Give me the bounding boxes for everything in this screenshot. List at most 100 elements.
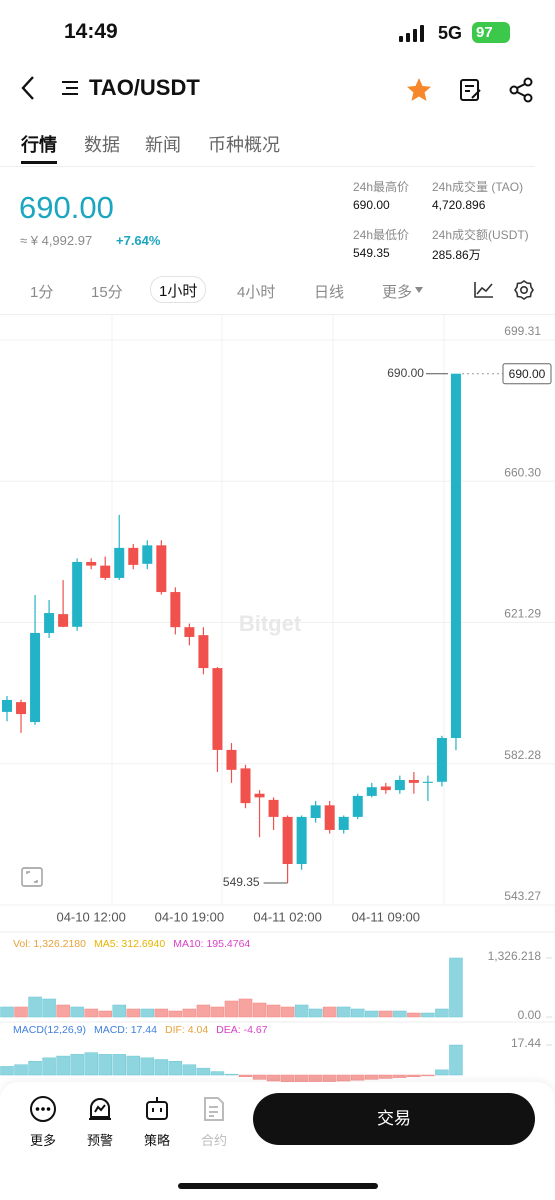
- bar: [407, 1074, 421, 1077]
- tab[interactable]: 数据: [84, 135, 120, 155]
- more-icon[interactable]: [29, 1095, 57, 1123]
- bar: [42, 998, 56, 1018]
- nav-label[interactable]: 更多: [30, 1133, 57, 1148]
- bar: [0, 1066, 14, 1076]
- share-icon[interactable]: [509, 77, 535, 103]
- tab[interactable]: 币种概况: [208, 135, 280, 155]
- bar: [252, 1074, 267, 1080]
- candle-body: [352, 795, 363, 817]
- legend-text: MA10: 195.4764: [173, 938, 250, 950]
- interval[interactable]: 1分: [30, 284, 54, 301]
- x-tick-label: 04-10 19:00: [155, 909, 224, 924]
- bar: [112, 1054, 126, 1076]
- legend-text: MACD: 17.44: [94, 1024, 157, 1036]
- strategy-icon[interactable]: [143, 1095, 171, 1123]
- settings-icon[interactable]: [513, 279, 535, 301]
- candle-body: [170, 592, 181, 628]
- candle-body: [226, 749, 237, 770]
- nav-label[interactable]: 策略: [144, 1133, 171, 1148]
- stat-label: 24h最低价: [353, 228, 410, 242]
- stat-label: 24h成交量 (TAO): [432, 180, 524, 194]
- chart: 699.31 660.30 621.29 582.28 543.27 Bitget 04-1…: [0, 315, 555, 1083]
- bar: [238, 998, 253, 1018]
- bar: [196, 1004, 211, 1018]
- bar: [393, 1074, 407, 1078]
- bar: [0, 1006, 14, 1018]
- y-tick-label: 621.29: [504, 607, 541, 621]
- bar: [210, 1071, 225, 1076]
- candle-body: [114, 547, 125, 578]
- interval[interactable]: 更多: [382, 284, 413, 301]
- x-tick-label: 04-11 02:00: [253, 909, 321, 924]
- menu-icon[interactable]: [60, 78, 80, 98]
- interval[interactable]: 15分: [91, 284, 123, 301]
- contract-icon[interactable]: [200, 1095, 228, 1123]
- bar: [322, 1074, 337, 1082]
- bar: [168, 1060, 183, 1076]
- note-icon[interactable]: [458, 77, 484, 103]
- interval[interactable]: 日线: [314, 284, 345, 301]
- bar: [56, 1004, 70, 1018]
- dropdown-arrow: [415, 287, 423, 293]
- bar: [238, 1074, 253, 1077]
- expand-icon[interactable]: [21, 867, 43, 887]
- watermark: Bitget: [239, 611, 302, 636]
- candle-body: [184, 627, 195, 637]
- bar: [84, 1008, 98, 1018]
- bar: [28, 1060, 42, 1076]
- bar: [14, 1006, 28, 1018]
- cny-price: ≈ ¥ 4,992.97: [20, 233, 93, 248]
- bar: [449, 957, 463, 1018]
- bar: [182, 1008, 197, 1018]
- candle-body: [128, 547, 139, 565]
- interval-selected[interactable]: 1小时: [150, 276, 207, 303]
- bar: [182, 1064, 197, 1076]
- bar: [112, 1004, 126, 1018]
- divider: [0, 166, 535, 167]
- candle-body: [324, 805, 335, 830]
- bar: [126, 1008, 141, 1018]
- bar: [56, 1055, 70, 1076]
- last-price-box: [502, 363, 552, 385]
- bar: [266, 1074, 281, 1082]
- y-tick-label: 17.44: [511, 1036, 541, 1050]
- favorite-star[interactable]: [405, 76, 433, 104]
- tab[interactable]: 行情: [21, 135, 57, 155]
- candle-body: [380, 786, 391, 791]
- bar: [435, 1069, 449, 1076]
- bar: [126, 1055, 141, 1076]
- candle-body: [408, 779, 419, 783]
- bar: [140, 1057, 155, 1076]
- candle-body: [422, 781, 433, 783]
- candle-body: [58, 614, 69, 627]
- tab[interactable]: 新闻: [145, 135, 181, 155]
- trade-button[interactable]: 交易: [253, 1093, 535, 1145]
- bar: [252, 1002, 267, 1018]
- bar: [393, 1010, 407, 1018]
- price-change: +7.64%: [116, 233, 161, 248]
- bar: [42, 1057, 56, 1076]
- candle-body: [198, 635, 209, 669]
- bar: [168, 1010, 183, 1018]
- indicator-icon[interactable]: [473, 280, 495, 300]
- nav-label[interactable]: 合约: [201, 1133, 228, 1148]
- back-button[interactable]: [18, 74, 38, 102]
- high-label: 690.00: [387, 366, 424, 380]
- x-tick-label: 04-11 09:00: [352, 909, 420, 924]
- bar: [70, 1054, 84, 1076]
- candle-body: [86, 561, 97, 566]
- nav-label[interactable]: 预警: [87, 1133, 114, 1148]
- candle-body: [394, 779, 405, 791]
- alert-icon[interactable]: [86, 1095, 114, 1123]
- interval[interactable]: 4小时: [237, 284, 276, 301]
- bar: [351, 1074, 365, 1081]
- stat-value: 4,720.896: [432, 198, 486, 212]
- y-tick-label: 660.30: [504, 465, 541, 479]
- bar: [365, 1010, 379, 1018]
- candle-body: [310, 805, 321, 818]
- divider: [0, 314, 555, 315]
- candle-body: [72, 561, 83, 627]
- candle-body: [2, 699, 12, 712]
- bar: [154, 1059, 169, 1076]
